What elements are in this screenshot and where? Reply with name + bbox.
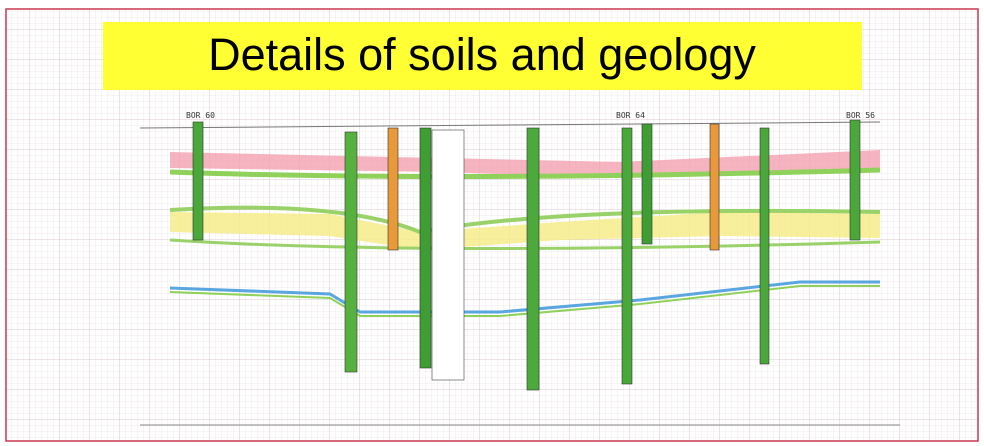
borehole xyxy=(641,123,653,245)
ground-line xyxy=(139,121,881,129)
borehole xyxy=(621,127,633,385)
blue-line xyxy=(169,280,880,314)
green-line xyxy=(169,238,881,251)
title: Details of soils and geology xyxy=(208,29,756,80)
borehole xyxy=(192,121,204,241)
borehole xyxy=(387,127,399,251)
borehole xyxy=(759,127,770,365)
borehole xyxy=(526,127,540,391)
borehole xyxy=(344,131,358,373)
borehole xyxy=(849,119,861,241)
cross-section: BOR 60 BOR 64 BOR 56 xyxy=(139,111,900,426)
log-column xyxy=(431,129,465,381)
green-line xyxy=(169,285,880,317)
borehole-label: BOR 64 xyxy=(616,111,645,120)
borehole-label: BOR 60 xyxy=(186,111,215,120)
borehole xyxy=(709,123,720,251)
title-box xyxy=(103,22,862,90)
borehole-label: BOR 56 xyxy=(846,111,875,120)
borehole xyxy=(419,127,432,369)
